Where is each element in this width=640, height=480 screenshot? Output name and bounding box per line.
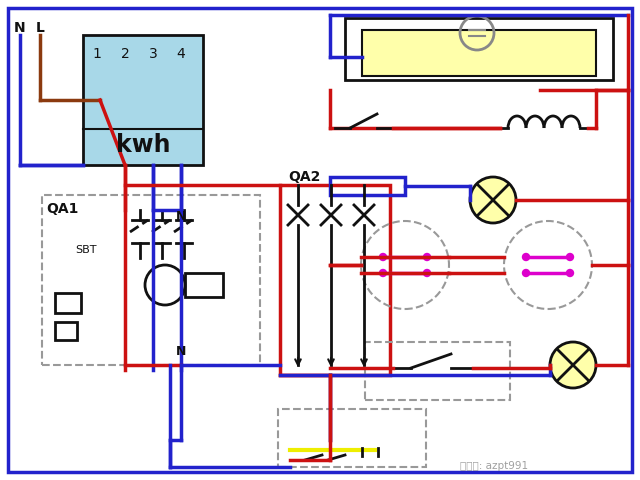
Circle shape [566,253,573,261]
Text: kwh: kwh [116,133,170,157]
Text: QA1: QA1 [46,202,78,216]
Bar [365,342,510,400]
Circle shape [566,269,573,276]
Text: N: N [176,210,186,223]
Bar [185,273,223,297]
Circle shape [380,253,387,261]
Bar [345,18,613,80]
Text: 3: 3 [148,48,157,61]
Bar [55,293,81,313]
Text: 2: 2 [120,48,129,61]
Text: SBT: SBT [75,245,97,255]
Bar [278,409,426,467]
Circle shape [470,177,516,223]
Text: QA2: QA2 [288,170,321,184]
Text: 4: 4 [177,48,186,61]
Circle shape [380,269,387,276]
Text: 微信号: azpt991: 微信号: azpt991 [460,461,528,471]
Bar [42,195,260,365]
Circle shape [550,342,596,388]
Circle shape [424,253,431,261]
Bar [362,30,596,76]
Text: L: L [36,21,44,35]
Text: N: N [176,345,186,358]
Circle shape [522,269,529,276]
Circle shape [424,269,431,276]
Circle shape [522,253,529,261]
Text: 1: 1 [93,48,101,61]
Bar [83,35,203,165]
Text: N: N [14,21,26,35]
Bar [280,185,390,375]
Bar [55,322,77,340]
Bar [330,177,405,195]
